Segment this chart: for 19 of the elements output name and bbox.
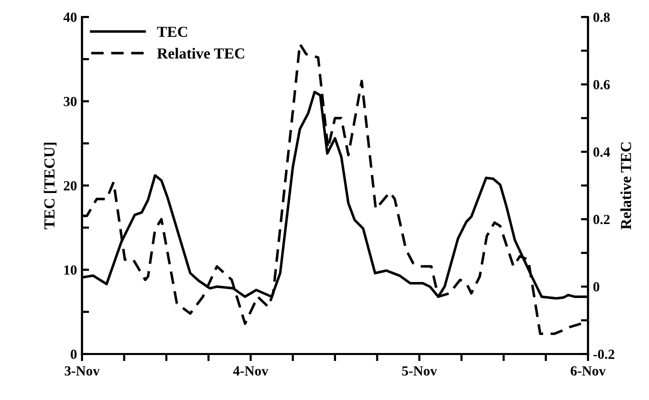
- y-tick-label: 20: [64, 181, 77, 190]
- x-tick-label: 3-Nov: [64, 366, 100, 376]
- y-tick-label: 10: [64, 265, 77, 275]
- y2-tick-label: 0.2: [593, 214, 610, 224]
- y2-tick-label: 0.6: [593, 80, 610, 90]
- y-axis-title: TEC [TECU]: [44, 142, 56, 230]
- x-tick-label: 4-Nov: [233, 366, 268, 376]
- y2-tick-label: -0.2: [593, 350, 614, 360]
- y-tick-label: 40: [63, 12, 77, 22]
- y2-tick-label: 0: [593, 282, 600, 292]
- y2-tick-label: 0.4: [593, 147, 610, 157]
- y2-axis-title: Relative TEC: [620, 142, 632, 230]
- y-tick-label: 30: [64, 96, 77, 106]
- y-tick-label: 0: [70, 350, 77, 359]
- y2-tick-label: 0.8: [593, 12, 610, 22]
- x-tick-label: 5-Nov: [402, 366, 438, 376]
- legend-label: Relative TEC: [157, 48, 244, 59]
- legend-label: TEC: [157, 26, 188, 38]
- x-tick-label: 6-Nov: [570, 366, 606, 376]
